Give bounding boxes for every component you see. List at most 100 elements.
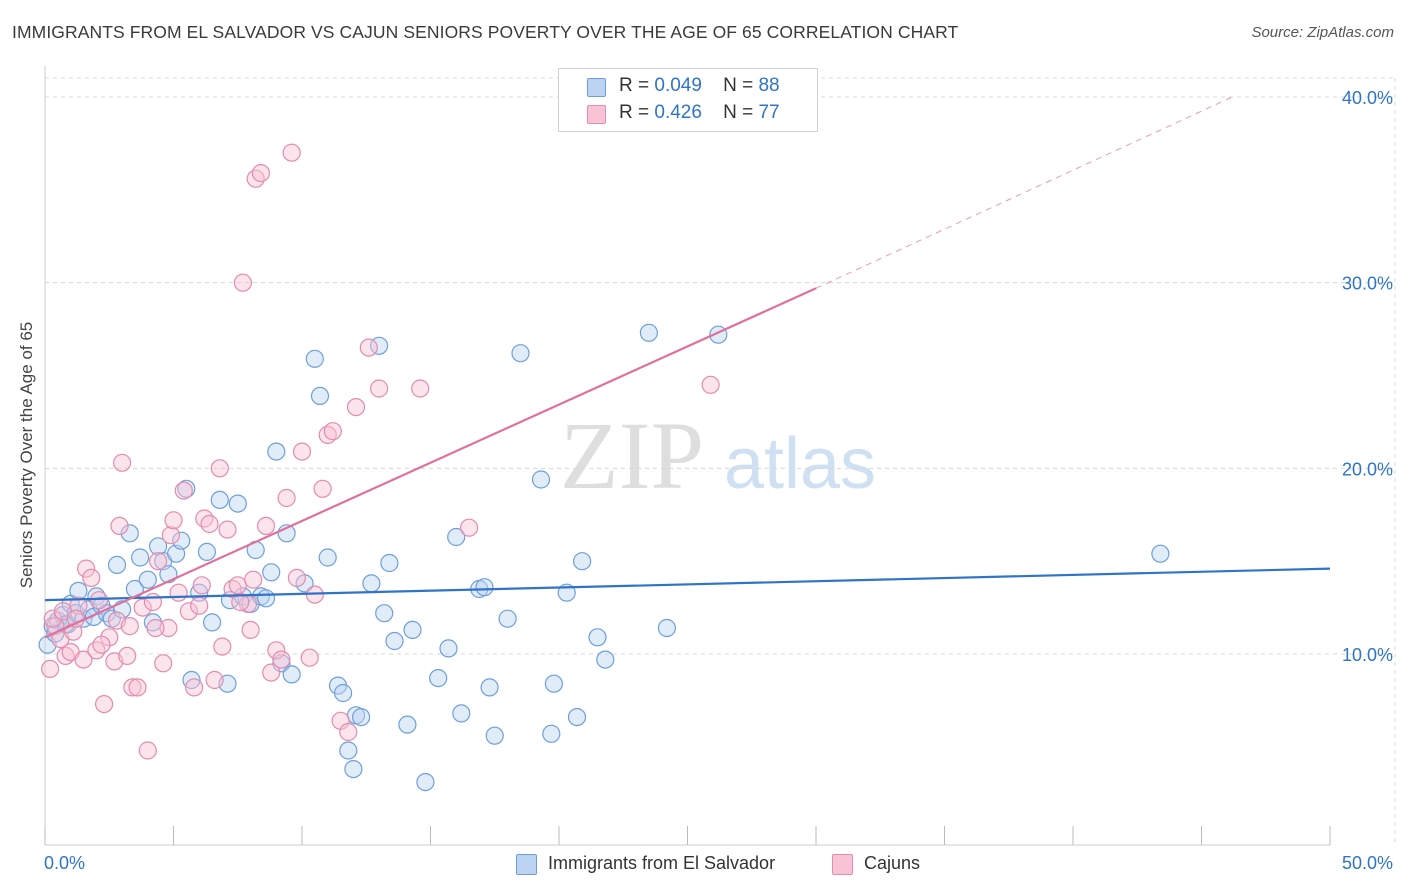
- point-cajuns: [112, 453, 132, 472]
- point-cajuns: [82, 568, 101, 588]
- source-label: Source: ZipAtlas.com: [1251, 24, 1394, 41]
- axes: [44, 66, 1331, 846]
- point-cajuns: [370, 379, 389, 398]
- point-el-salvador: [572, 552, 592, 571]
- point-el-salvador: [172, 531, 191, 550]
- point-el-salvador: [228, 494, 247, 513]
- point-cajuns: [233, 273, 252, 292]
- point-cajuns: [123, 678, 142, 697]
- n-value: 88: [758, 75, 780, 96]
- chart-title: IMMIGRANTS FROM EL SALVADOR VS CAJUN SEN…: [12, 22, 959, 42]
- point-cajuns: [267, 641, 286, 660]
- legend-swatch-pink: [832, 854, 853, 875]
- point-el-salvador: [210, 490, 229, 509]
- point-cajuns: [411, 379, 430, 398]
- point-cajuns: [701, 375, 720, 394]
- point-cajuns: [244, 570, 263, 589]
- point-cajuns: [231, 592, 250, 612]
- point-cajuns: [110, 516, 129, 536]
- point-cajuns: [218, 520, 237, 539]
- gridlines: [45, 77, 1396, 845]
- point-el-salvador: [480, 678, 499, 697]
- point-cajuns: [190, 596, 209, 615]
- y-tick-label: 30.0%: [1342, 274, 1393, 294]
- point-el-salvador: [485, 726, 504, 745]
- point-cajuns: [146, 618, 165, 638]
- point-cajuns: [100, 628, 119, 647]
- point-el-salvador: [339, 741, 358, 760]
- legend-swatch-pink: [587, 105, 606, 124]
- point-cajuns: [87, 641, 106, 660]
- point-el-salvador: [334, 683, 353, 703]
- point-el-salvador: [385, 631, 404, 651]
- point-cajuns: [195, 509, 214, 528]
- point-el-salvador: [256, 589, 276, 608]
- point-cajuns: [292, 442, 312, 461]
- point-cajuns: [277, 488, 296, 508]
- point-el-salvador: [197, 542, 216, 562]
- y-tick-label: 40.0%: [1342, 88, 1393, 108]
- point-el-salvador: [511, 344, 530, 363]
- point-cajuns: [76, 559, 96, 578]
- point-el-salvador: [498, 609, 517, 628]
- point-cajuns: [359, 338, 378, 357]
- point-cajuns: [118, 646, 137, 666]
- y-tick-label: 10.0%: [1342, 645, 1393, 665]
- point-el-salvador: [344, 759, 363, 779]
- point-el-salvador: [131, 548, 150, 567]
- point-el-salvador: [542, 724, 561, 743]
- point-cajuns: [92, 635, 111, 654]
- point-cajuns: [287, 568, 306, 588]
- point-cajuns: [128, 678, 147, 697]
- point-cajuns: [149, 552, 168, 571]
- point-cajuns: [89, 591, 109, 610]
- point-cajuns: [74, 650, 93, 669]
- point-el-salvador: [305, 349, 324, 368]
- y-tick-label: 20.0%: [1342, 459, 1393, 479]
- point-cajuns: [133, 598, 152, 617]
- point-cajuns: [161, 526, 180, 545]
- point-el-salvador: [362, 574, 381, 593]
- point-el-salvador: [416, 772, 435, 792]
- correlation-legend: R = 0.049 N = 88 R = 0.426 N = 77: [558, 68, 818, 132]
- point-el-salvador: [310, 386, 330, 405]
- point-el-salvador: [138, 570, 157, 589]
- point-cajuns: [282, 143, 301, 162]
- point-el-salvador: [375, 604, 394, 623]
- point-el-salvador: [282, 665, 301, 684]
- point-cajuns: [179, 602, 198, 621]
- point-el-salvador: [120, 524, 139, 543]
- point-el-salvador: [475, 578, 494, 597]
- point-el-salvador: [403, 620, 422, 640]
- legend-swatch-blue: [516, 854, 537, 875]
- point-cajuns: [323, 422, 342, 441]
- point-el-salvador: [531, 470, 551, 489]
- point-cajuns: [192, 576, 211, 595]
- point-cajuns: [256, 516, 276, 536]
- r-label: R =: [619, 102, 650, 123]
- watermark-zip: ZIP: [560, 402, 704, 509]
- point-cajuns: [241, 620, 260, 640]
- point-cajuns: [185, 678, 204, 697]
- point-cajuns: [262, 663, 281, 682]
- point-cajuns: [174, 481, 193, 500]
- point-el-salvador: [657, 618, 677, 638]
- point-el-salvador: [447, 527, 466, 547]
- point-el-salvador: [588, 628, 607, 647]
- trend-line-cajuns-extension: [815, 96, 1233, 289]
- tick-labels: 10.0% 20.0% 30.0% 40.0% 0.0% 50.0%: [44, 88, 1393, 873]
- point-cajuns: [339, 722, 358, 742]
- trend-lines: [44, 96, 1331, 639]
- legend-swatch-blue: [587, 78, 606, 97]
- point-el-salvador: [107, 555, 127, 575]
- r-value: 0.426: [654, 102, 702, 123]
- x-tick-label: 50.0%: [1342, 853, 1393, 873]
- watermark-atlas: atlas: [724, 424, 876, 504]
- series-el-salvador-points: [38, 323, 1170, 792]
- point-cajuns: [205, 670, 224, 690]
- point-el-salvador: [429, 668, 448, 688]
- watermark: ZIP atlas: [560, 402, 876, 509]
- point-cajuns: [169, 583, 188, 602]
- x-tick-label: 0.0%: [44, 853, 85, 873]
